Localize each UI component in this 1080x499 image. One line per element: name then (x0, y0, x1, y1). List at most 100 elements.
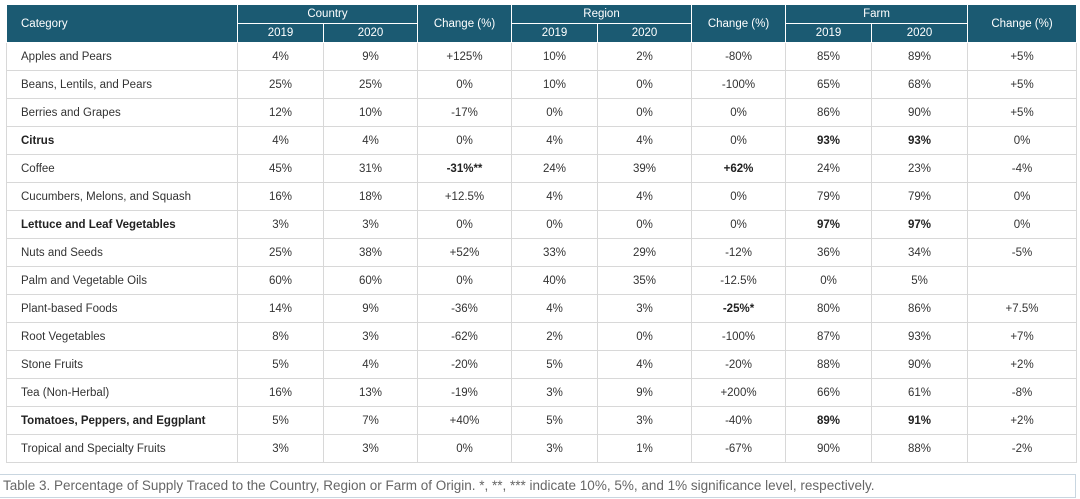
cell-country-2020: 3% (323, 210, 418, 239)
cell-region-change: -40% (691, 406, 787, 435)
cell-country-2020: 4% (323, 126, 418, 155)
cell-region-2020: 0% (596, 210, 693, 239)
cell-farm-2019: 36% (785, 238, 873, 267)
cell-region-change: 0% (691, 210, 787, 239)
cell-farm-2020: 97% (871, 210, 969, 239)
cell-region-change: -25%* (691, 294, 787, 323)
cell-farm-2020: 61% (871, 378, 969, 407)
cell-region-2020: 1% (596, 434, 693, 463)
header-region: Region (510, 4, 693, 24)
table-row: Plant-based Foods 14% 9% -36% 4% 3% -25%* 80% 86… (6, 294, 1078, 323)
cell-country-2019: 5% (237, 350, 324, 379)
cell-region-2019: 4% (511, 182, 598, 211)
header-farm-2019: 2019 (785, 23, 873, 43)
cell-region-change: 0% (691, 126, 787, 155)
cell-farm-change: +5% (967, 42, 1078, 71)
cell-category: Stone Fruits (6, 350, 238, 379)
cell-farm-change: -5% (967, 238, 1078, 267)
cell-farm-2020: 79% (871, 182, 969, 211)
cell-category: Coffee (6, 154, 238, 183)
cell-farm-2019: 65% (785, 70, 873, 99)
table-row: Cucumbers, Melons, and Squash 16% 18% +12.5… (6, 182, 1078, 211)
cell-farm-2019: 97% (785, 210, 873, 239)
cell-country-change: -17% (417, 98, 512, 127)
cell-category: Cucumbers, Melons, and Squash (6, 182, 238, 211)
table-row: Tea (Non-Herbal) 16% 13% -19% 3% 9% +200% 66% 61… (6, 378, 1078, 407)
header-country-2020: 2020 (323, 23, 418, 43)
cell-region-2020: 0% (596, 322, 693, 351)
cell-country-change: 0% (417, 266, 512, 295)
cell-region-2019: 2% (511, 322, 598, 351)
cell-country-2020: 18% (323, 182, 418, 211)
header-farm: Farm (785, 4, 969, 24)
cell-farm-2019: 89% (785, 406, 873, 435)
cell-farm-2019: 87% (785, 322, 873, 351)
table-body: Apples and Pears 4% 9% +125% 10% 2% -80% 85% 89%… (6, 42, 1078, 463)
cell-country-2019: 16% (237, 182, 324, 211)
cell-category: Plant-based Foods (6, 294, 238, 323)
cell-country-2020: 13% (323, 378, 418, 407)
cell-farm-2019: 90% (785, 434, 873, 463)
cell-country-2019: 8% (237, 322, 324, 351)
cell-farm-2020: 90% (871, 98, 969, 127)
table-row: Root Vegetables 8% 3% -62% 2% 0% -100% 87% 93% +7… (6, 322, 1078, 351)
table-row: Palm and Vegetable Oils 60% 60% 0% 40% 35% -12… (6, 266, 1078, 295)
cell-region-2020: 9% (596, 378, 693, 407)
cell-region-2019: 0% (511, 210, 598, 239)
cell-category: Apples and Pears (6, 42, 238, 71)
supply-trace-table: Category Country Change (%) Region Chang… (6, 4, 1078, 463)
table-row: Beans, Lentils, and Pears 25% 25% 0% 10% 0% -1… (6, 70, 1078, 99)
cell-category: Nuts and Seeds (6, 238, 238, 267)
cell-country-change: +52% (417, 238, 512, 267)
cell-farm-2020: 88% (871, 434, 969, 463)
cell-farm-2020: 89% (871, 42, 969, 71)
cell-country-2019: 4% (237, 42, 324, 71)
table-row: Coffee 45% 31% -31%** 24% 39% +62% 24% 23% -4% (6, 154, 1078, 183)
cell-region-2019: 3% (511, 378, 598, 407)
cell-category: Beans, Lentils, and Pears (6, 70, 238, 99)
cell-farm-2019: 85% (785, 42, 873, 71)
cell-country-2020: 60% (323, 266, 418, 295)
cell-country-2019: 3% (237, 210, 324, 239)
cell-category: Palm and Vegetable Oils (6, 266, 238, 295)
table-row: Lettuce and Leaf Vegetables 3% 3% 0% 0% 0% 0% 9… (6, 210, 1078, 239)
cell-country-2019: 14% (237, 294, 324, 323)
cell-region-2020: 2% (596, 42, 693, 71)
cell-country-change: -62% (417, 322, 512, 351)
cell-country-change: 0% (417, 434, 512, 463)
cell-region-2019: 4% (511, 126, 598, 155)
cell-farm-change: +2% (967, 350, 1078, 379)
cell-farm-change: -8% (967, 378, 1078, 407)
cell-region-change: -67% (691, 434, 787, 463)
cell-farm-change: 0% (967, 210, 1078, 239)
cell-country-2019: 16% (237, 378, 324, 407)
table-row: Apples and Pears 4% 9% +125% 10% 2% -80% 85% 89%… (6, 42, 1078, 71)
cell-farm-2019: 79% (785, 182, 873, 211)
cell-country-2020: 9% (323, 294, 418, 323)
cell-farm-change: 0% (967, 126, 1078, 155)
cell-country-2020: 4% (323, 350, 418, 379)
header-region-2020: 2020 (596, 23, 693, 43)
cell-country-2020: 7% (323, 406, 418, 435)
cell-country-change: -36% (417, 294, 512, 323)
cell-region-2019: 10% (511, 70, 598, 99)
cell-country-2020: 3% (323, 434, 418, 463)
cell-region-2019: 24% (511, 154, 598, 183)
cell-country-change: +12.5% (417, 182, 512, 211)
cell-farm-2019: 66% (785, 378, 873, 407)
cell-country-change: +40% (417, 406, 512, 435)
cell-region-2019: 0% (511, 98, 598, 127)
cell-country-2020: 31% (323, 154, 418, 183)
cell-farm-2020: 68% (871, 70, 969, 99)
cell-country-2020: 38% (323, 238, 418, 267)
cell-country-change: 0% (417, 210, 512, 239)
cell-region-2020: 4% (596, 126, 693, 155)
cell-farm-2020: 5% (871, 266, 969, 295)
table-row: Nuts and Seeds 25% 38% +52% 33% 29% -12% 36% 34%… (6, 238, 1078, 267)
table-row: Stone Fruits 5% 4% -20% 5% 4% -20% 88% 90% +2% (6, 350, 1078, 379)
cell-category: Citrus (6, 126, 238, 155)
cell-category: Lettuce and Leaf Vegetables (6, 210, 238, 239)
cell-region-change: 0% (691, 98, 787, 127)
cell-region-2019: 10% (511, 42, 598, 71)
